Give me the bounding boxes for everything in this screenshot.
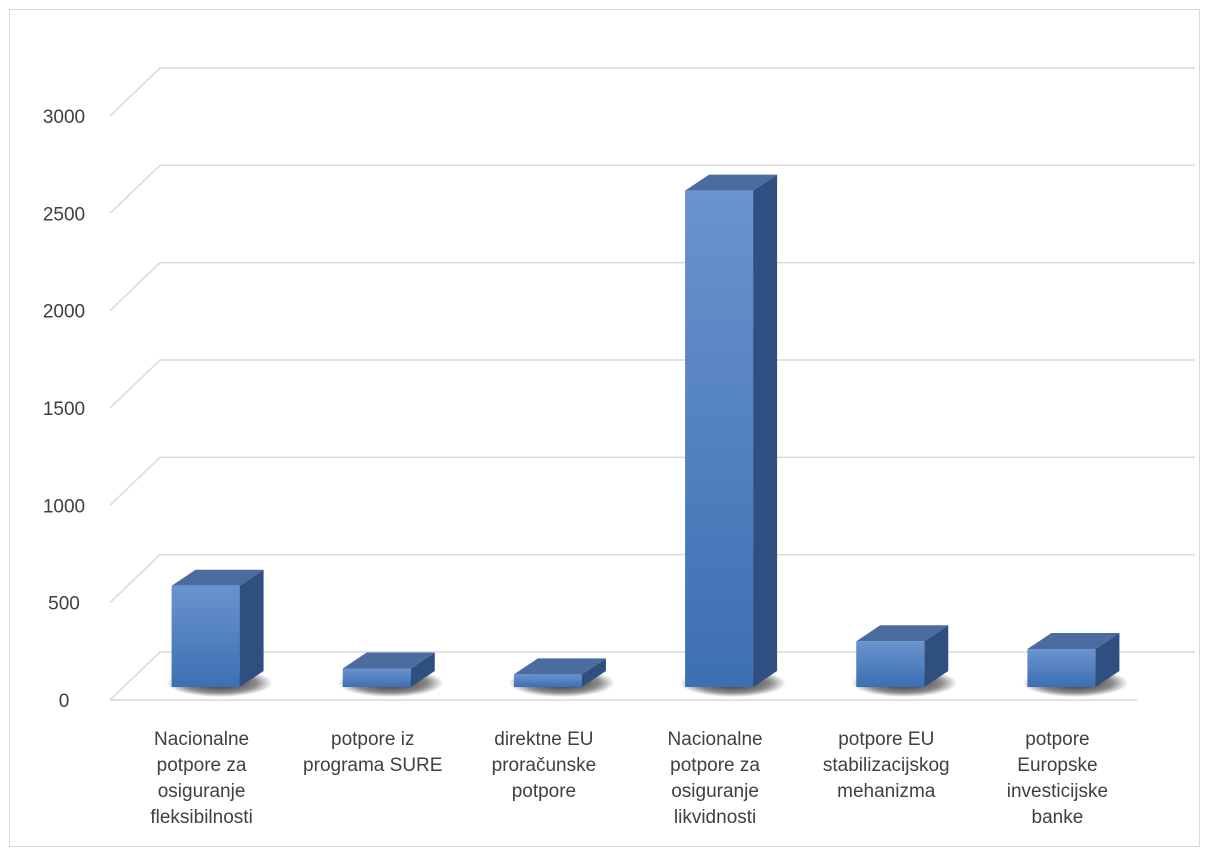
bar-top <box>856 625 949 642</box>
x-axis-categories: Nacionalne potpore za osiguranje fleksibiln… <box>150 729 1108 828</box>
x-category-label: potpore iz programa SURE <box>303 729 442 776</box>
bar-side <box>239 569 264 687</box>
bar-front <box>1027 649 1096 687</box>
x-category-label: potpore EU stabilizacijskog mehanizma <box>823 729 950 802</box>
bar <box>1022 633 1129 697</box>
bar-top <box>171 569 264 586</box>
gridline <box>109 261 1195 312</box>
y-tick-label: 1500 <box>43 399 85 420</box>
x-category-label: Nacionalne potpore za osiguranje likvidnost… <box>668 729 763 828</box>
bar <box>166 569 273 697</box>
y-tick-label: 3000 <box>43 107 85 128</box>
y-tick-label: 500 <box>48 594 80 615</box>
bar-side <box>410 652 435 687</box>
bar <box>337 652 444 697</box>
bar-side <box>581 658 606 687</box>
bar-chart: 0 500 1000 1500 2000 2500 3000 Nacionalne potpo… <box>43 67 1195 828</box>
bar <box>508 658 615 697</box>
x-category-label: potpore Europske investicijske banke <box>1007 729 1108 828</box>
bar-side <box>1095 633 1120 687</box>
y-tick-label: 1000 <box>43 496 85 517</box>
gridline <box>109 67 1195 117</box>
y-tick-label: 2000 <box>43 302 85 323</box>
y-tick-label: 0 <box>59 691 70 712</box>
grid-layer <box>109 67 1195 701</box>
bar-top <box>685 174 778 191</box>
bar-front <box>513 674 582 687</box>
y-tick-label: 2500 <box>43 204 85 225</box>
chart-frame: 0 500 1000 1500 2000 2500 3000 Nacionalne potpo… <box>9 9 1200 847</box>
gridline <box>109 651 1195 701</box>
gridline <box>109 164 1195 214</box>
bar-side <box>753 174 778 688</box>
bar <box>851 625 958 697</box>
bars-layer <box>166 174 1129 697</box>
gridline <box>109 553 1195 604</box>
bar-front <box>685 190 754 687</box>
bar <box>680 174 787 697</box>
bar-front <box>342 668 411 687</box>
bar-top <box>513 658 606 675</box>
x-category-label: Nacionalne potpore za osiguranje fleksibiln… <box>150 729 252 828</box>
bar-side <box>924 625 949 687</box>
bar-top <box>342 652 435 669</box>
gridline <box>109 359 1195 409</box>
bar-front <box>856 641 925 687</box>
gridline <box>109 456 1195 506</box>
bar-front <box>171 585 240 687</box>
y-axis-ticks: 0 500 1000 1500 2000 2500 3000 <box>43 107 85 712</box>
bar-top <box>1027 633 1120 650</box>
x-category-label: direktne EU proračunske potpore <box>492 729 597 802</box>
